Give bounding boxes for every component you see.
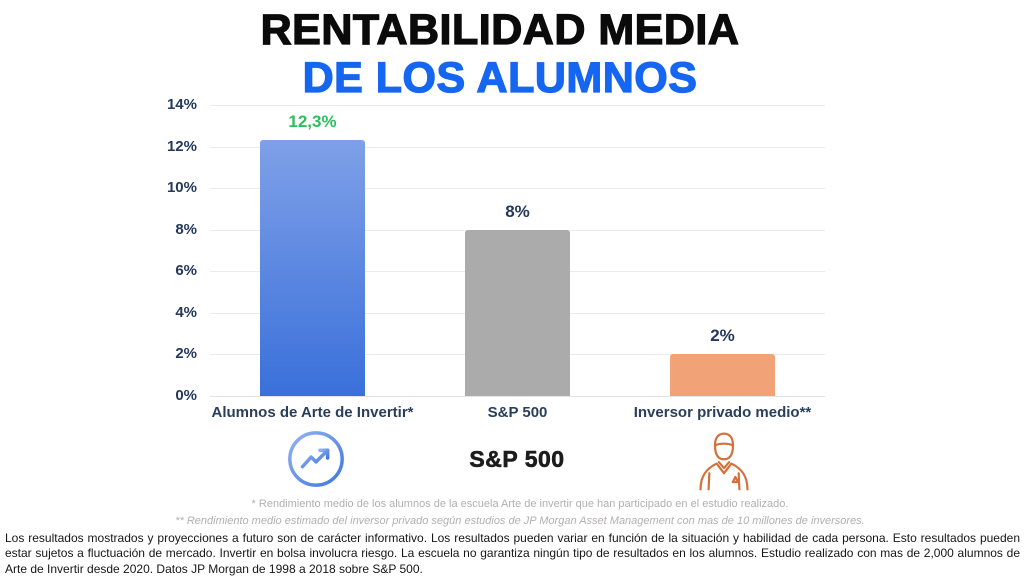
bar-chart: 0% 2% 4% 6% 8% 10% 12% 14% 12,3% Alumnos de Arte … bbox=[167, 96, 825, 421]
footnote-investor: ** Rendimiento medio estimado del invers… bbox=[175, 515, 865, 527]
gridline bbox=[210, 188, 825, 190]
y-axis-label: 14% bbox=[166, 96, 197, 113]
title-line-2: DE LOS ALUMNOS bbox=[302, 53, 698, 102]
footnotes: * Rendimiento medio de los alumnos de la… bbox=[20, 496, 1020, 530]
students-trend-icon-slot bbox=[263, 428, 368, 492]
bar bbox=[260, 140, 365, 396]
y-axis-label: 6% bbox=[175, 262, 197, 280]
y-axis-label: 4% bbox=[175, 303, 197, 321]
x-axis-label: Alumnos de Arte de Invertir* bbox=[211, 404, 414, 421]
sp500-logo-text: S&P 500 bbox=[469, 446, 565, 473]
page-title: RENTABILIDAD MEDIA DE LOS ALUMNOS bbox=[0, 5, 1000, 102]
y-axis-label: 10% bbox=[166, 179, 197, 197]
y-axis-label: 0% bbox=[175, 387, 197, 404]
disclaimer-text: Los resultados mostrados y proyecciones … bbox=[5, 531, 1020, 576]
trending-up-circle-icon bbox=[285, 431, 347, 494]
bar bbox=[465, 229, 570, 396]
y-axis-label: 2% bbox=[175, 345, 197, 363]
bar-value-label: 8% bbox=[505, 201, 530, 221]
gridline bbox=[210, 105, 825, 106]
x-axis-label: Inversor privado medio** bbox=[633, 404, 812, 421]
footnote-students: * Rendimiento medio de los alumnos de la… bbox=[251, 498, 789, 510]
bar-value-label: 12,3% bbox=[288, 112, 337, 132]
y-axis-label: 12% bbox=[166, 137, 197, 155]
bar bbox=[670, 354, 775, 396]
gridline bbox=[210, 146, 825, 148]
investor-icon-slot bbox=[671, 428, 776, 494]
bar-value-label: 2% bbox=[710, 326, 735, 346]
y-axis-label: 8% bbox=[175, 220, 197, 238]
sp500-logo-slot: S&P 500 bbox=[437, 446, 597, 480]
gridline bbox=[210, 396, 825, 397]
x-axis-label: S&P 500 bbox=[487, 404, 548, 421]
businessman-icon bbox=[691, 432, 757, 496]
title-line-1: RENTABILIDAD MEDIA bbox=[260, 5, 740, 54]
